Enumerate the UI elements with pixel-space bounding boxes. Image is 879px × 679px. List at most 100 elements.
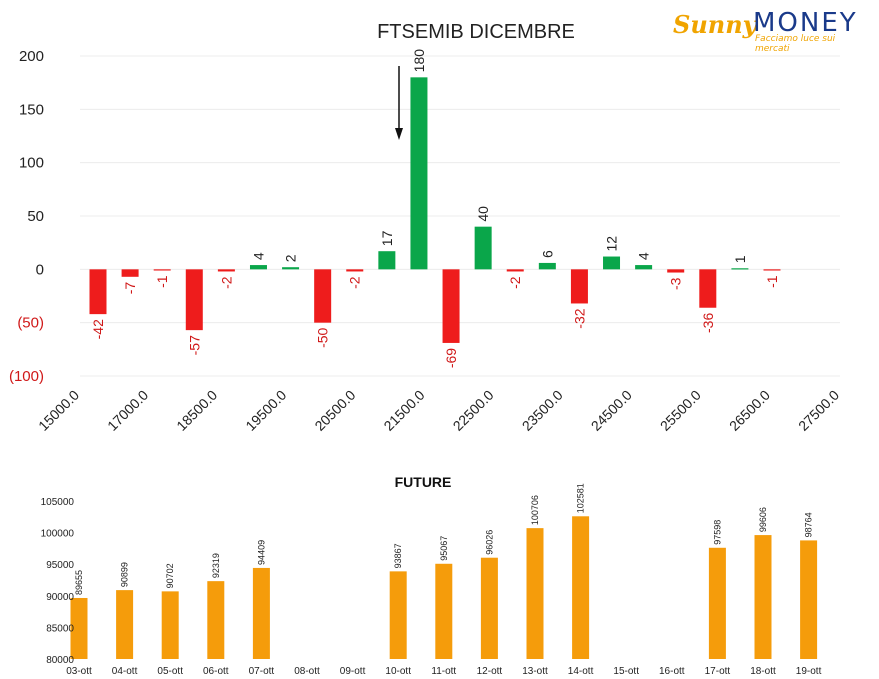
- data-label: 98764: [804, 512, 814, 537]
- data-label: 2: [283, 254, 299, 262]
- x-tick-label: 03-ott: [66, 666, 92, 677]
- bar: [185, 269, 203, 331]
- bar: [410, 77, 428, 270]
- bar: [282, 267, 300, 270]
- bar: [699, 269, 717, 308]
- data-label: 97598: [712, 520, 722, 545]
- data-label: 1: [732, 255, 748, 263]
- data-label: -3: [668, 277, 684, 290]
- y-tick-label: 85000: [46, 623, 74, 634]
- bar: [731, 268, 749, 270]
- data-label: -36: [700, 313, 716, 333]
- data-label: 94409: [256, 540, 266, 565]
- y-tick-label: 150: [19, 101, 44, 118]
- y-tick-label: 200: [19, 48, 44, 65]
- data-label: -1: [764, 275, 780, 288]
- bar: [70, 597, 88, 659]
- y-tick-label: 100: [19, 155, 44, 172]
- x-tick-label: 04-ott: [112, 666, 138, 677]
- bar: [161, 591, 179, 659]
- data-label: 6: [539, 250, 555, 258]
- data-label: 102581: [576, 483, 586, 513]
- y-tick-label: 80000: [46, 655, 74, 666]
- bar: [217, 269, 235, 272]
- sunny-money-logo: Sunny MONEY Facciamo luce sui mercati: [671, 6, 871, 54]
- data-label: 95067: [439, 536, 449, 561]
- data-label: 17: [379, 230, 395, 246]
- x-tick-label: 15-ott: [613, 666, 639, 677]
- bar: [538, 262, 556, 270]
- data-label: -2: [507, 276, 523, 289]
- bar: [389, 571, 407, 659]
- bar: [314, 269, 332, 323]
- bar: [570, 269, 588, 304]
- bar: [603, 256, 621, 270]
- x-tick-label: 07-ott: [249, 666, 275, 677]
- bar: [346, 269, 364, 272]
- bar: [249, 265, 267, 270]
- chart2-title: FUTURE: [395, 474, 452, 490]
- y-tick-label: 50: [27, 208, 44, 225]
- data-label: 99606: [758, 507, 768, 532]
- bar: [207, 581, 225, 659]
- x-tick-label: 14-ott: [568, 666, 594, 677]
- x-tick-label: 18-ott: [750, 666, 776, 677]
- y-tick-label: 90000: [46, 592, 74, 603]
- data-label: -7: [122, 282, 138, 295]
- ftsemib-chart: FTSEMIB DICEMBRE -42 -7 -1 -57 -2 4 2 -50 -2 17 18…: [9, 21, 842, 434]
- data-label: 89655: [74, 570, 84, 595]
- bar: [116, 590, 134, 659]
- data-label: 12: [604, 236, 620, 252]
- annotation-arrow: [395, 66, 403, 140]
- y-tick-label: 0: [36, 261, 44, 278]
- bar: [435, 563, 453, 659]
- x-tick-label: 11-ott: [431, 666, 456, 677]
- data-label: -2: [347, 276, 363, 289]
- x-tick-label: 17-ott: [705, 666, 731, 677]
- data-label: 90702: [165, 563, 175, 588]
- x-tick-label: 13-ott: [522, 666, 548, 677]
- bar: [252, 567, 270, 659]
- bar: [480, 557, 498, 659]
- data-label: -1: [154, 275, 170, 288]
- data-label: -57: [186, 335, 202, 355]
- x-tick-label: 09-ott: [340, 666, 366, 677]
- bar: [526, 528, 544, 659]
- bar: [708, 547, 726, 659]
- data-label: 4: [636, 252, 652, 260]
- logo-word-sunny: Sunny: [673, 10, 757, 39]
- x-tick-label: 05-ott: [157, 666, 183, 677]
- data-label: -69: [443, 348, 459, 368]
- bar: [442, 269, 460, 343]
- bar: [121, 269, 139, 277]
- x-tick-label: 10-ott: [385, 666, 411, 677]
- data-label: 90899: [120, 562, 130, 587]
- bar: [635, 265, 653, 270]
- y-tick-label: (50): [17, 315, 44, 332]
- data-label: 92319: [211, 553, 221, 578]
- bar: [572, 516, 590, 659]
- bar: [89, 269, 107, 315]
- data-label: 93867: [393, 543, 403, 568]
- bar: [754, 535, 772, 659]
- y-tick-label: (100): [9, 368, 44, 385]
- data-label: 96026: [484, 530, 494, 555]
- x-tick-label: 19-ott: [796, 666, 822, 677]
- y-tick-label: 100000: [41, 529, 75, 540]
- bar: [378, 251, 396, 270]
- x-tick-label: 08-ott: [294, 666, 320, 677]
- x-tick-label: 12-ott: [477, 666, 503, 677]
- data-label: -2: [218, 276, 234, 289]
- bar: [474, 226, 492, 270]
- data-label: 180: [411, 49, 427, 73]
- x-tick-label: 16-ott: [659, 666, 685, 677]
- data-label: -32: [571, 308, 587, 328]
- bar: [667, 269, 685, 273]
- logo-word-money: MONEY: [753, 8, 858, 38]
- chart1-title: FTSEMIB DICEMBRE: [377, 21, 575, 43]
- logo-tagline: Facciamo luce sui mercati: [755, 34, 836, 54]
- data-label: -42: [90, 319, 106, 339]
- data-label: 4: [250, 252, 266, 260]
- data-label: 100706: [530, 495, 540, 525]
